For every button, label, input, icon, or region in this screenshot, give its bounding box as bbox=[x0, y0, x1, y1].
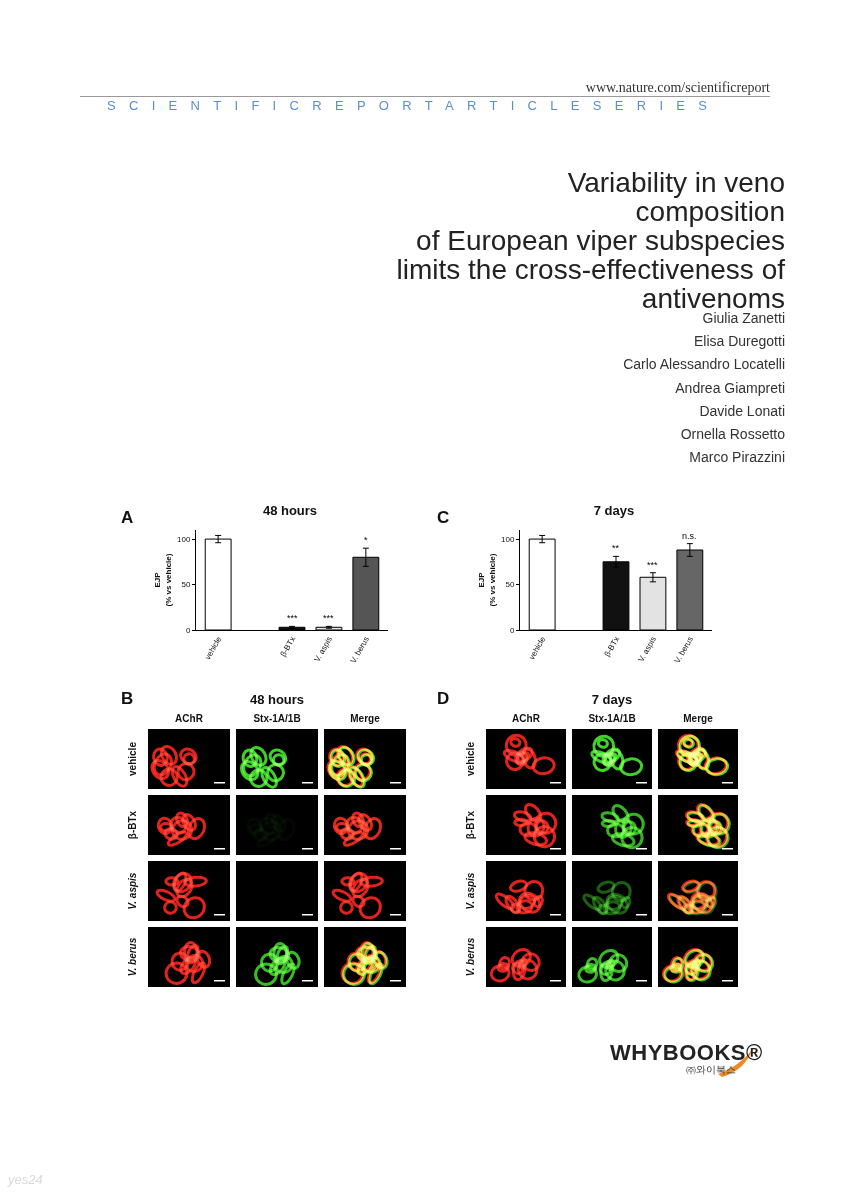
svg-text:50: 50 bbox=[181, 580, 190, 589]
svg-text:AChR: AChR bbox=[512, 713, 541, 724]
svg-text:Merge: Merge bbox=[683, 713, 713, 724]
html-text:Carlo Alessandro Locatelli: Carlo Alessandro Locatelli bbox=[623, 356, 785, 373]
svg-text:V. berus: V. berus bbox=[349, 635, 371, 665]
html-text:C: C bbox=[437, 508, 450, 527]
html-text:www.nature.com/scientificrepor: www.nature.com/scientificreport bbox=[585, 80, 770, 95]
svg-text:B: B bbox=[121, 689, 133, 708]
svg-text:V. aspis: V. aspis bbox=[636, 635, 658, 664]
html-text:WHYBOOKS®: WHYBOOKS® bbox=[610, 1040, 763, 1065]
svg-text:EJP(% vs vehicle): EJP(% vs vehicle) bbox=[477, 553, 496, 606]
svg-text:β-BTx: β-BTx bbox=[603, 635, 622, 658]
html-text:limits the cross-effectiveness: limits the cross-effectiveness of bbox=[396, 254, 785, 285]
svg-text:0: 0 bbox=[186, 626, 191, 635]
html-text:Variability in veno: Variability in veno bbox=[567, 167, 785, 198]
svg-text:β-BTx: β-BTx bbox=[465, 810, 476, 839]
svg-text:vehicle: vehicle bbox=[127, 742, 138, 776]
svg-text:V. berus: V. berus bbox=[673, 635, 695, 665]
svg-text:V. aspis: V. aspis bbox=[127, 872, 138, 909]
svg-text:***: *** bbox=[647, 560, 658, 570]
html-text:antivenoms: antivenoms bbox=[641, 283, 785, 314]
svg-text:***: *** bbox=[287, 613, 298, 623]
svg-text:V. berus: V. berus bbox=[127, 937, 138, 976]
html-text:Andrea Giampreti: Andrea Giampreti bbox=[675, 379, 785, 396]
svg-text:AChR: AChR bbox=[175, 713, 204, 724]
svg-text:Stx-1A/1B: Stx-1A/1B bbox=[253, 713, 300, 724]
svg-text:n.s.: n.s. bbox=[682, 531, 697, 541]
svg-text:vehicle: vehicle bbox=[203, 635, 224, 662]
svg-text:50: 50 bbox=[505, 580, 514, 589]
svg-text:Merge: Merge bbox=[350, 713, 380, 724]
html-text:Ornella Rossetto: Ornella Rossetto bbox=[680, 426, 785, 442]
svg-text:48 hours: 48 hours bbox=[250, 692, 304, 707]
html-text:Giulia Zanetti: Giulia Zanetti bbox=[702, 310, 785, 326]
html-text:Davide Lonati: Davide Lonati bbox=[699, 402, 785, 419]
svg-text:7 days: 7 days bbox=[594, 503, 634, 518]
html-text:Elisa Duregotti: Elisa Duregotti bbox=[694, 333, 785, 350]
html-text:㈜와이북스: ㈜와이북스 bbox=[686, 1064, 736, 1075]
svg-text:D: D bbox=[437, 689, 449, 708]
svg-text:*: * bbox=[364, 535, 368, 545]
svg-text:EJP(% vs vehicle): EJP(% vs vehicle) bbox=[153, 553, 172, 606]
svg-text:vehicle: vehicle bbox=[527, 635, 548, 662]
svg-text:48 hours: 48 hours bbox=[263, 503, 317, 518]
html-text:A: A bbox=[121, 508, 134, 527]
html-text:composition: composition bbox=[635, 196, 785, 227]
svg-text:**: ** bbox=[612, 543, 620, 553]
svg-text:***: *** bbox=[323, 613, 334, 623]
svg-text:vehicle: vehicle bbox=[465, 742, 476, 776]
svg-text:7 days: 7 days bbox=[592, 692, 632, 707]
svg-text:V. aspis: V. aspis bbox=[465, 872, 476, 909]
html-text:yes24: yes24 bbox=[8, 1172, 43, 1187]
html-text:of European viper subspecies: of European viper subspecies bbox=[416, 225, 785, 256]
svg-text:Stx-1A/1B: Stx-1A/1B bbox=[588, 713, 635, 724]
svg-text:100: 100 bbox=[177, 535, 191, 544]
svg-text:β-BTx: β-BTx bbox=[127, 810, 138, 839]
svg-text:V. berus: V. berus bbox=[465, 937, 476, 976]
svg-text:100: 100 bbox=[501, 535, 515, 544]
svg-text:β-BTx: β-BTx bbox=[279, 635, 298, 658]
html-text:Marco Pirazzini: Marco Pirazzini bbox=[689, 449, 785, 466]
svg-text:V. aspis: V. aspis bbox=[312, 635, 334, 664]
html-text:SCIENTIFICREPORTARTICLESERIES: SCIENTIFICREPORTARTICLESERIES bbox=[107, 98, 721, 113]
svg-text:0: 0 bbox=[510, 626, 515, 635]
